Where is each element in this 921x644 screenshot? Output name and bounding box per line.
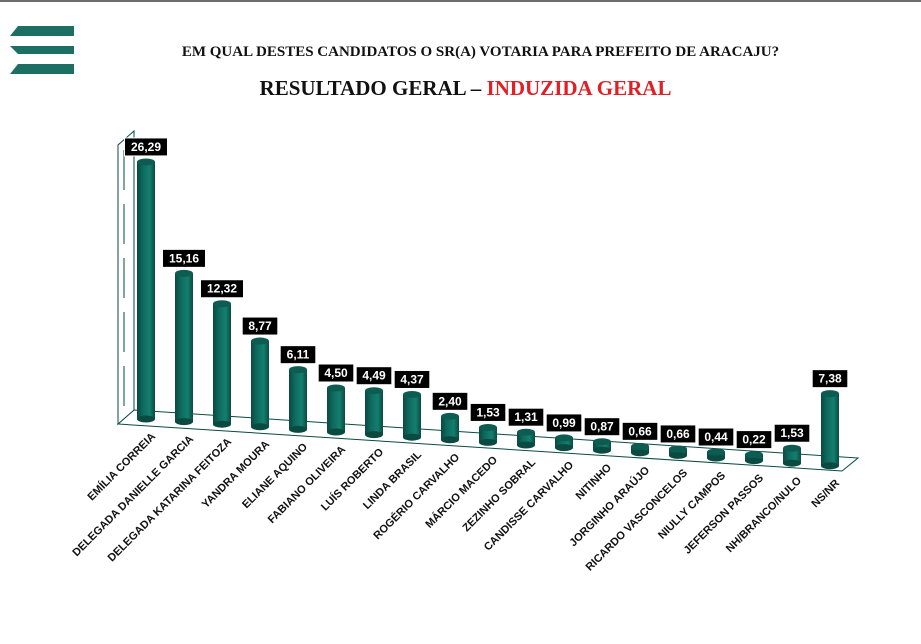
data-label-text: 8,77 [248,319,272,333]
data-label-text: 4,37 [400,372,424,386]
data-label-text: 2,40 [438,394,462,408]
data-label-text: 4,50 [324,366,348,380]
data-label: 1,31 [507,407,545,427]
bar [707,448,725,462]
data-label: 0,99 [545,413,583,433]
chart-value-labels: 26,29 15,16 12,32 8,77 6,11 4,50 4,49 4,37 2,40 1… [124,137,849,450]
x-tick-label: JEFERSON PASSOS [682,472,766,556]
x-tick-label: NH/BRANCO/NULO [724,475,805,556]
data-label-text: 0,22 [742,433,766,447]
bar [745,451,763,465]
x-tick-label: JORGINHO ARAÚJO [567,463,653,549]
bar [403,390,421,441]
data-label: 15,16 [162,248,206,268]
data-label: 0,66 [621,421,659,441]
bar [213,300,231,428]
data-label-text: 4,49 [362,369,386,383]
data-label: 1,53 [469,402,507,422]
bar [783,444,801,467]
bar [289,366,307,433]
data-label-text: 0,66 [666,427,690,441]
chart-title-main: RESULTADO GERAL – [259,76,487,100]
chart-title-highlight: INDUZIDA GERAL [486,76,672,100]
data-label: 12,32 [200,279,244,299]
x-tick-label: NS/NR [809,477,842,510]
data-label-text: 12,32 [207,282,237,296]
data-label: 0,44 [697,427,735,447]
data-label-text: 1,31 [514,410,538,424]
x-tick-label: EMÍLIA CORREIA [85,430,158,503]
data-label-text: 7,38 [818,372,842,386]
bar [555,434,573,452]
data-label-text: 0,99 [552,416,576,430]
x-tick-label: MÁRCIO MACEDO [423,453,501,531]
bar [365,387,383,439]
x-tick-label: FABIANO OLIVEIRA [266,444,348,526]
data-label-text: 6,11 [287,348,310,362]
bar [517,428,535,449]
chart-side-wall [117,129,135,426]
data-label: 7,38 [811,369,849,389]
data-label-text: 0,87 [590,420,614,434]
top-border-line [0,0,921,2]
data-label: 4,37 [393,369,431,389]
data-label-text: 0,66 [628,424,652,438]
survey-question: EM QUAL DESTES CANDIDATOS O SR(A) VOTARI… [181,44,780,60]
x-tick-label: NITINHO [574,462,615,503]
data-label-text: 26,29 [131,140,161,154]
data-label: 26,29 [124,137,168,157]
data-label: 4,50 [317,363,355,383]
data-label: 6,11 [279,345,317,365]
bar [175,269,193,426]
data-label: 4,49 [355,366,393,386]
chart-bars [137,158,839,470]
data-label: 0,66 [659,424,697,444]
data-label: 0,87 [583,417,621,437]
data-label: 2,40 [431,391,469,411]
bar [631,442,649,457]
x-tick-label: ZEZINHO SOBRAL [460,456,538,534]
data-label-text: 1,53 [476,405,500,419]
bar [137,158,155,423]
chart-title: RESULTADO GERAL – INDUZIDA GERAL [0,76,921,101]
data-label-text: 0,44 [704,430,728,444]
bar [593,438,611,454]
data-label: 0,22 [735,430,773,450]
data-label: 8,77 [241,316,279,336]
bar [821,390,839,470]
bar [251,337,269,431]
data-label: 1,53 [773,423,811,443]
company-logo-icon [10,26,74,74]
bar [479,423,497,446]
bar [441,412,459,444]
x-tick-label: YANDRA MOURA [200,438,272,510]
bar [669,445,687,459]
bar [327,384,345,436]
data-label-text: 15,16 [169,251,199,265]
data-label-text: 1,53 [780,426,804,440]
